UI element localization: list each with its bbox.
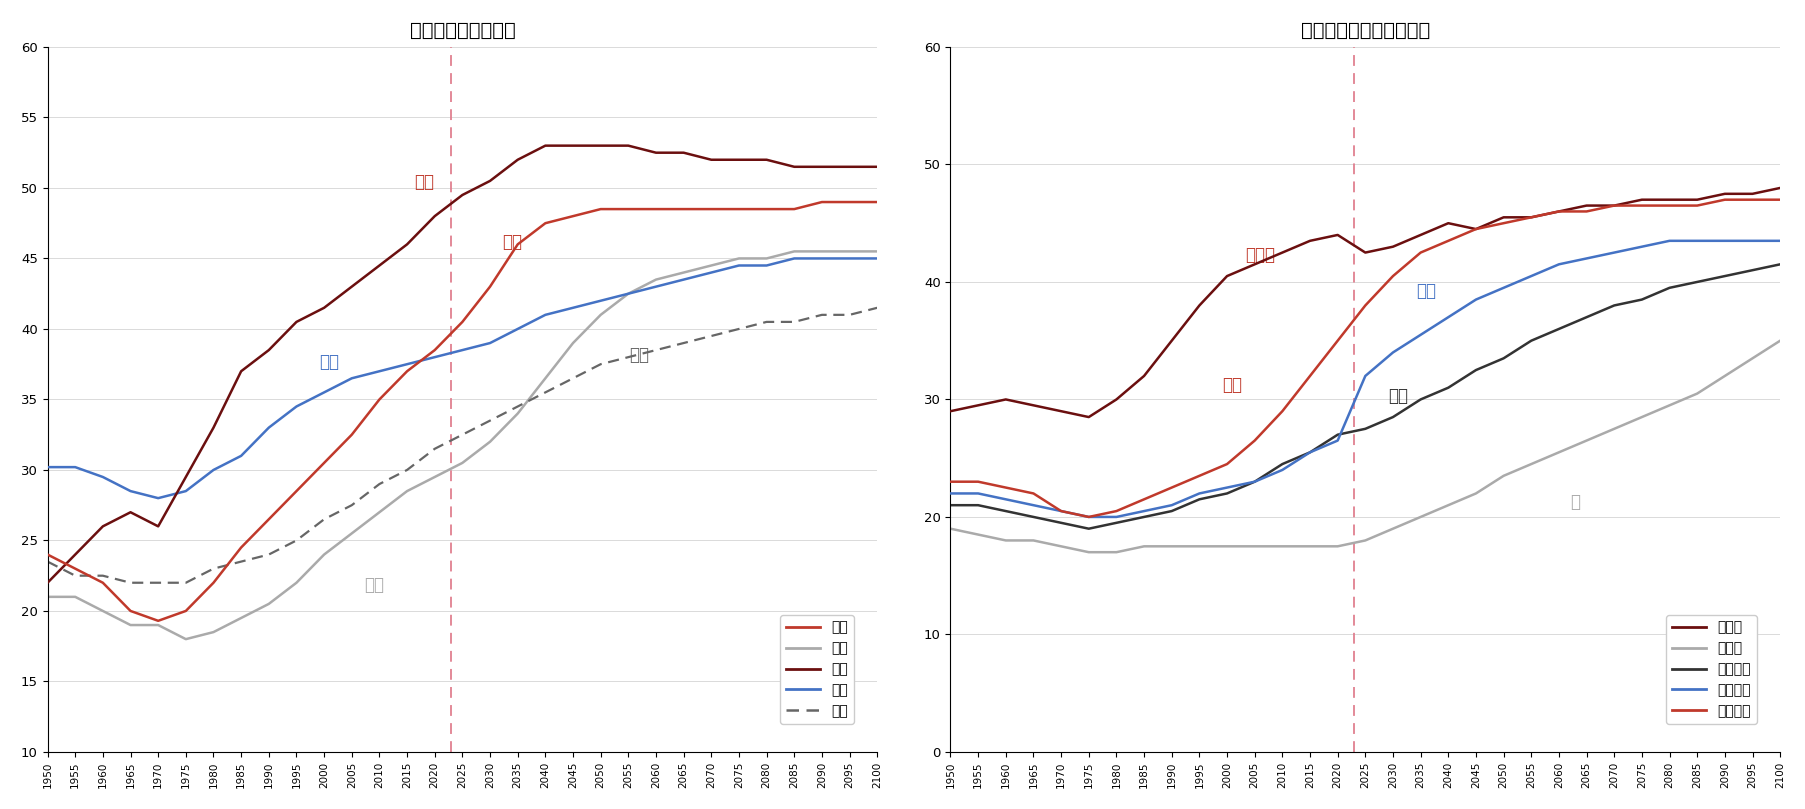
Text: 中高: 中高 [1222,375,1242,393]
Text: 印度: 印度 [363,576,384,594]
Text: 美国: 美国 [319,354,339,371]
Legend: 中国, 印度, 日本, 美国, 世界: 中国, 印度, 日本, 美国, 世界 [780,615,854,724]
Text: 低: 低 [1570,493,1579,511]
Text: 世界: 世界 [628,346,650,364]
Text: 日本: 日本 [413,173,433,191]
Text: 高收入: 高收入 [1245,246,1274,265]
Text: 中国: 中国 [502,233,522,252]
Title: 年龄中位数：分国家: 年龄中位数：分国家 [410,21,514,40]
Text: 中等: 中等 [1415,282,1435,299]
Text: 中低: 中低 [1388,388,1408,405]
Legend: 高收入, 低收入, 中低收入, 中等收入, 中高收入: 高收入, 低收入, 中低收入, 中等收入, 中高收入 [1666,615,1756,724]
Title: 年龄中位数：按收入划分: 年龄中位数：按收入划分 [1300,21,1430,40]
